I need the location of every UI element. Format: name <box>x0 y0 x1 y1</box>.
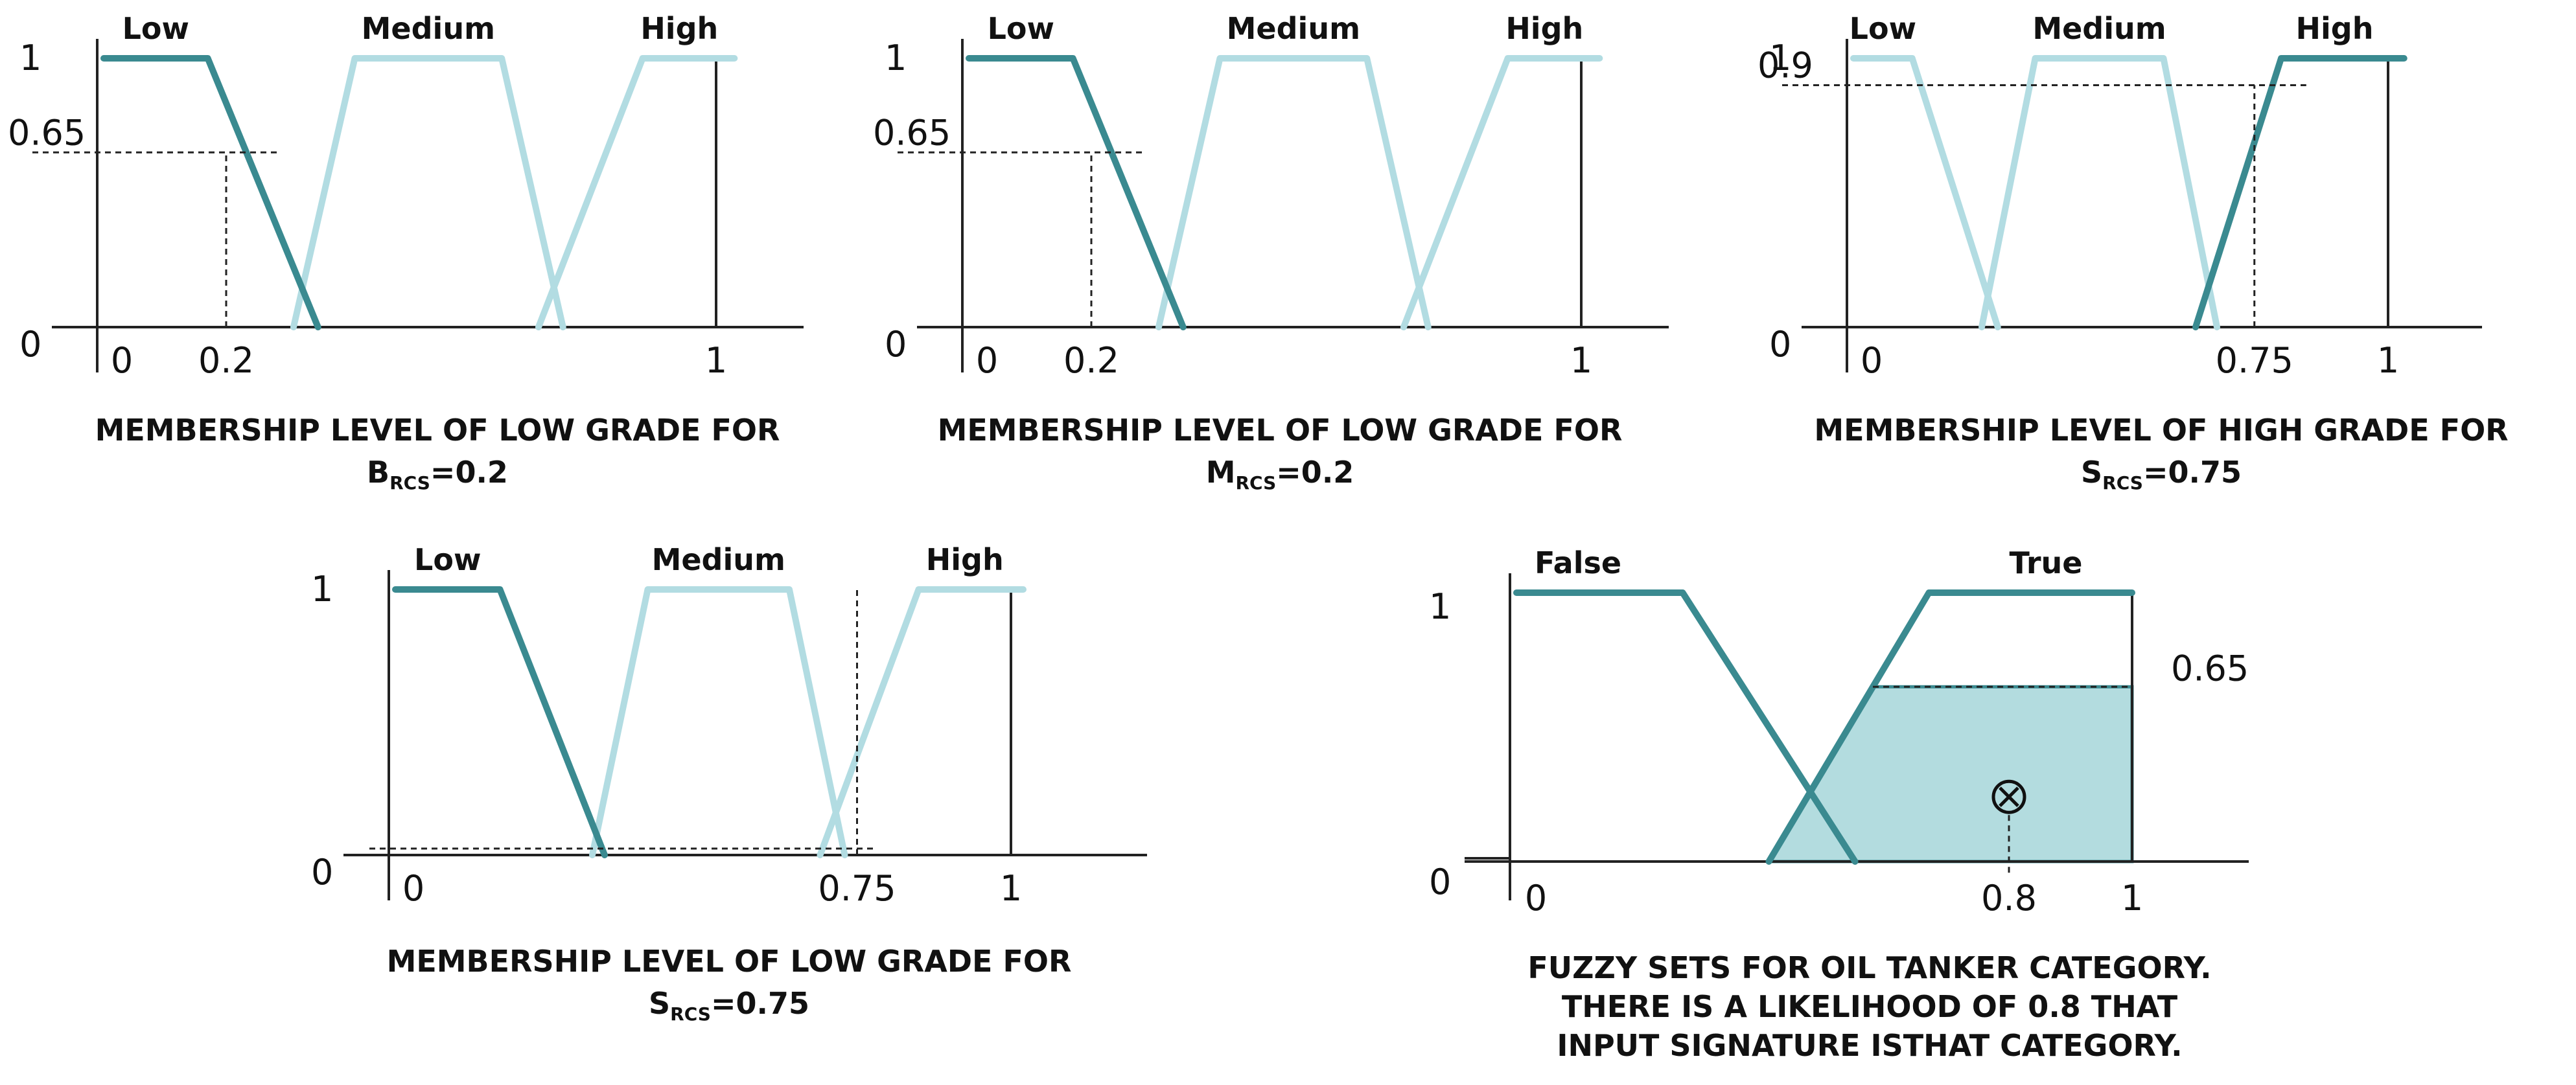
x-tick-label: 1 <box>1570 340 1592 381</box>
membership-curve-medium <box>290 55 566 330</box>
tanker-caption-line: FUZZY SETS FOR OIL TANKER CATEGORY. <box>1527 950 2211 985</box>
oil-tanker-panel: False True 0.65 1 0 0 0.8 1 FUZZY SETS FOR OIL T… <box>1429 545 2249 1063</box>
membership-curve-medium <box>1978 55 2220 330</box>
membership-curve-low <box>100 55 321 330</box>
variable-name: M <box>1206 455 1236 490</box>
tanker-caption-line: INPUT SIGNATURE ISTHAT CATEGORY. <box>1557 1028 2182 1063</box>
y-tick-label: 1 <box>1769 38 1791 78</box>
x-tick-label: 0 <box>976 340 998 381</box>
x-tick-label: 0 <box>111 340 133 381</box>
centroid-marker-icon <box>1991 779 2026 814</box>
variable-subscript: RCS <box>389 472 430 494</box>
membership-curve-true <box>1765 589 2135 865</box>
set-label-medium: Medium <box>652 542 785 577</box>
set-label-low: Low <box>988 11 1054 46</box>
membership-curve-high <box>535 55 738 330</box>
set-label-medium: Medium <box>362 11 495 46</box>
set-label-low: Low <box>414 542 481 577</box>
membership-panel-1: Low Medium High 1 0.65 0 0 0.2 1 MEMBERSHIP LEVEL… <box>8 11 804 494</box>
membership-curve-false <box>1513 589 1859 865</box>
y-tick-label: 0 <box>885 324 907 365</box>
panel-variable: SRCS=0.75 <box>649 986 809 1025</box>
y-tick-label: 0 <box>1769 324 1791 365</box>
variable-name: B <box>367 455 389 490</box>
y-tick-label: 0 <box>19 324 41 365</box>
variable-subscript: RCS <box>1235 472 1276 494</box>
x-tick-label: 0 <box>402 868 424 909</box>
membership-curve-high <box>2192 55 2408 330</box>
variable-value: =0.2 <box>1276 455 1354 490</box>
membership-curve-low <box>966 55 1187 330</box>
y-tick-label: 0.65 <box>8 112 86 153</box>
x-tick-label: 0 <box>1525 878 1547 919</box>
variable-subscript: RCS <box>2102 472 2143 494</box>
x-tick-label: 0.2 <box>198 340 254 381</box>
panel-variable: SRCS=0.75 <box>2081 455 2242 494</box>
membership-curve-high <box>1400 55 1603 330</box>
membership-panel-4: Low Medium High 1 0 0 0.75 1 MEMBERSHIP LEVEL OF… <box>311 542 1147 1025</box>
tanker-caption-line: THERE IS A LIKELIHOOD OF 0.8 THAT <box>1562 989 2178 1024</box>
x-tick-label: 0.2 <box>1063 340 1119 381</box>
set-label-low: Low <box>122 11 189 46</box>
y-tick-label: 0 <box>1429 862 1451 902</box>
y-tick-label: 1 <box>1429 586 1451 627</box>
y-tick-label: 0.9 <box>1758 45 1813 86</box>
membership-curve-low <box>392 586 608 858</box>
panel-variable: BRCS=0.2 <box>367 455 508 494</box>
set-label-low: Low <box>1850 11 1916 46</box>
variable-subscript: RCS <box>670 1003 711 1025</box>
centroid-cross <box>1999 786 2019 807</box>
panel-caption: MEMBERSHIP LEVEL OF LOW GRADE FOR <box>387 944 1072 979</box>
x-tick-label: 1 <box>1000 868 1022 909</box>
x-tick-label: 0.75 <box>2216 340 2293 381</box>
x-tick-label: 1 <box>2121 878 2143 919</box>
x-tick-label: 1 <box>705 340 727 381</box>
panel-caption: MEMBERSHIP LEVEL OF LOW GRADE FOR <box>938 413 1623 448</box>
panel-variable: MRCS=0.2 <box>1206 455 1354 494</box>
x-tick-label: 0.75 <box>818 868 896 909</box>
x-tick-label: 1 <box>2377 340 2399 381</box>
variable-name: S <box>649 986 670 1021</box>
panel-caption: MEMBERSHIP LEVEL OF LOW GRADE FOR <box>95 413 780 448</box>
membership-curve-medium <box>1155 55 1432 330</box>
set-label-high: High <box>1505 11 1583 46</box>
y-tick-label: 1 <box>311 569 333 610</box>
y-tick-label: 0.65 <box>873 112 951 153</box>
membership-curve-low <box>1850 55 2001 330</box>
variable-value: =0.2 <box>430 455 508 490</box>
membership-curve-high <box>817 586 1027 858</box>
clip-level-label: 0.65 <box>2171 648 2249 689</box>
set-label-medium: Medium <box>1227 11 1360 46</box>
y-tick-label: 0 <box>311 852 333 893</box>
variable-name: S <box>2081 455 2102 490</box>
set-label-true: True <box>2010 545 2083 580</box>
membership-panel-2: Low Medium High 1 0.65 0 0 0.2 1 MEMBERSHIP LEVEL… <box>873 11 1669 494</box>
set-label-high: High <box>926 542 1004 577</box>
x-tick-label: 0.8 <box>1981 878 2037 919</box>
y-tick-label: 1 <box>19 38 41 78</box>
x-tick-label: 0 <box>1861 340 1883 381</box>
membership-curve-medium <box>589 586 848 858</box>
set-label-medium: Medium <box>2032 11 2166 46</box>
set-label-false: False <box>1535 545 1621 580</box>
y-tick-label: 1 <box>885 38 907 78</box>
variable-value: =0.75 <box>2143 455 2242 490</box>
panel-caption: MEMBERSHIP LEVEL OF HIGH GRADE FOR <box>1814 413 2508 448</box>
set-label-high: High <box>2296 11 2374 46</box>
variable-value: =0.75 <box>711 986 809 1021</box>
set-label-high: High <box>640 11 718 46</box>
